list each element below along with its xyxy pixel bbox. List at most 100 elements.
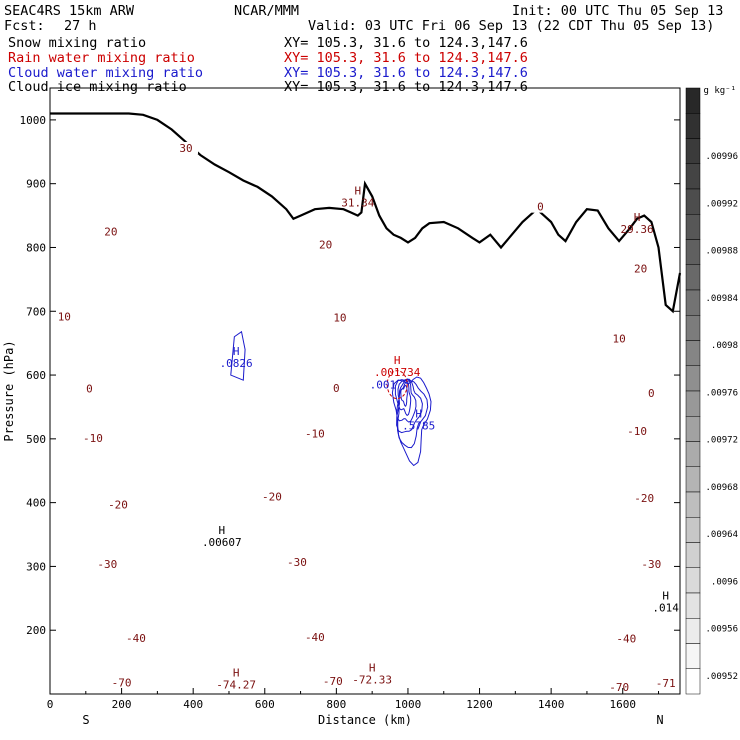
colorbar-cell [685,491,701,518]
isotherm-label: 30 [179,142,192,155]
contour-label-bg [614,632,639,645]
colorbar-cell [685,416,701,442]
isotherm-label: 0 [537,201,544,214]
isotherm-label: -70 [609,681,629,694]
cloud-water-contour [400,384,408,407]
x-tick-label: 1000 [395,698,422,711]
isotherm-label: 0 [648,387,655,400]
colorbar-cell [685,441,701,467]
temp-extreme-marker: H [634,211,641,224]
colorbar-cell [685,163,701,190]
field-name-cloud-water: Cloud water mixing ratio [8,65,204,81]
y-tick-label: 1000 [20,114,47,127]
contour-label-bg [80,432,105,445]
y-tick-label: 800 [26,241,46,254]
temp-extreme-value: 31.34 [341,196,374,209]
isotherm-label: -20 [108,499,128,512]
colorbar-cell [685,315,701,341]
isotherm-label: -30 [641,558,661,571]
contour-label-bg [625,425,650,438]
endpoint-right-label: N [656,713,663,727]
y-axis-title: Pressure (hPa) [2,340,16,441]
contour-label-bg [302,631,327,644]
colorbar: g kg⁻¹ .00996 .00992 .00988 .00984 .0098 .0097… [685,86,738,695]
fcst-value: 27 h [64,18,97,34]
x-tick-label: 200 [112,698,132,711]
contour-label-bg [639,557,664,570]
contour-label-bg [324,381,349,394]
contour-label-bg [607,332,632,345]
axes: 0 200 400 600 800 1000 1200 1400 160020030040050… [2,114,680,727]
y-tick-label: 500 [26,433,46,446]
colorbar-tick-label: .00964 [705,530,738,540]
field-xy-snow: XY= 105.3, 31.6 to 124.3,147.6 [284,35,528,51]
cloud-water-max-value: .5785 [402,420,435,433]
temp-extreme-value: -72.33 [352,674,392,687]
isotherm-label: -30 [97,558,117,571]
field-name-snow: Snow mixing ratio [8,35,147,51]
colorbar-tick-label: .00988 [705,247,738,257]
y-tick-label: 300 [26,560,46,573]
isotherm-label: -40 [126,632,146,645]
colorbar-cell [685,466,701,493]
colorbar-cell [685,188,701,215]
cloud-water-contour [398,381,412,417]
contour-label-bg [639,386,664,399]
snow-max-value: .00607 [202,536,242,549]
y-tick-label: 900 [26,178,46,191]
x-tick-label: 400 [183,698,203,711]
contour-label-bg [528,200,553,213]
colorbar-cell [685,643,701,669]
contour-label-bg [632,492,657,505]
colorbar-cell [685,567,701,594]
colorbar-unit: g kg⁻¹ [703,86,736,96]
model-name: SEAC4RS 15km ARW [4,3,135,19]
rain-water-contour [386,370,408,400]
colorbar-cell [685,138,701,164]
contour-labels: -70 -70 -70 -71 -40 -40 -40 -30 -30 -30 -20 -20 -20 -… [52,141,679,694]
cloud-water-max-marker: H [233,345,240,358]
field-name-cloud-ice: Cloud ice mixing ratio [8,79,187,95]
colorbar-tick-label: .00992 [705,199,738,209]
isotherm-label: -30 [287,556,307,569]
x-tick-label: 800 [326,698,346,711]
endpoint-left-label: S [82,713,89,727]
x-axis-title: Distance (km) [318,713,412,727]
colorbar-tick-label: .00952 [705,672,738,682]
contour-label-bg [106,498,131,511]
colorbar-cell [685,289,701,316]
contour-label-bg [123,631,148,644]
cloud-water-label: .001 [370,379,397,392]
isotherm-label: 0 [86,382,93,395]
isotherm-label: 20 [104,226,117,239]
contour-label-bg [52,310,77,323]
contour-label-bg [607,680,632,693]
plot-frame [49,87,681,695]
colorbar-cell [685,517,701,543]
temp-extreme-value: 29.36 [620,223,653,236]
colorbar-cell [685,618,701,644]
colorbar-cell [685,264,701,291]
colorbar-cell [685,214,701,240]
isotherm-label: 20 [319,238,332,251]
field-xy-cloud-water: XY= 105.3, 31.6 to 124.3,147.6 [284,65,528,81]
isotherm-label: -40 [305,631,325,644]
colorbar-tick-label: .00956 [705,625,738,635]
contour-label-bg [302,427,327,440]
valid-time: Valid: 03 UTC Fri 06 Sep 13 (22 CDT Thu … [308,18,715,34]
y-tick-label: 400 [26,497,46,510]
init-time: Init: 00 UTC Thu 05 Sep 13 [512,3,724,19]
temp-extreme-marker: H [369,662,376,675]
contour-label-bg [320,675,345,688]
center-name: NCAR/MMM [234,3,300,19]
isotherm-label: 10 [333,312,346,325]
isotherm-label: 20 [634,263,647,276]
cloud-water-max-marker: H [415,408,422,421]
terrain-line [50,112,682,314]
temp-extreme-value: -74.27 [216,679,256,692]
isotherm-label: -10 [305,428,325,441]
x-tick-label: 1200 [466,698,493,711]
x-tick-label: 1400 [538,698,565,711]
isotherm-label: -10 [83,432,103,445]
